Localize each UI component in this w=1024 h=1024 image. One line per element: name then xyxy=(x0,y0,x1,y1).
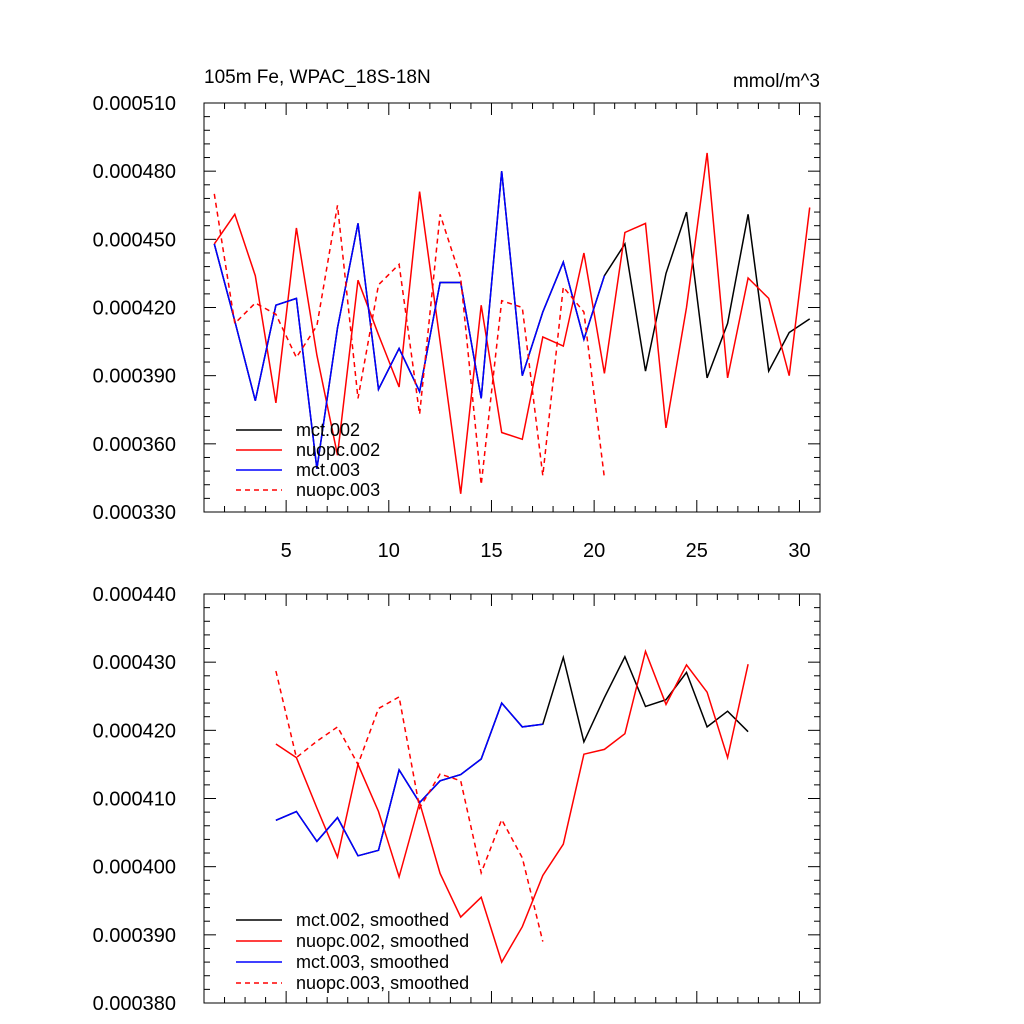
top-legend-label: mct.003 xyxy=(296,460,360,480)
bottom-y-tick-label: 0.000410 xyxy=(93,789,176,811)
top-x-tick-label: 5 xyxy=(281,540,292,562)
top-legend-label: nuopc.003 xyxy=(296,480,380,500)
top-series-line-nuopc-002 xyxy=(213,152,811,494)
top-legend-label: mct.002 xyxy=(296,420,360,440)
top-y-tick-label: 0.000510 xyxy=(93,93,176,115)
bottom-y-tick-label: 0.000430 xyxy=(93,652,176,674)
top-series-line-nuopc-003 xyxy=(213,193,606,485)
top-y-tick-label: 0.000360 xyxy=(93,434,176,456)
top-chart-units: mmol/m^3 xyxy=(733,71,820,92)
bottom-y-tick-label: 0.000440 xyxy=(93,584,176,606)
bottom-legend-label: mct.003, smoothed xyxy=(296,952,449,972)
top-y-tick-label: 0.000420 xyxy=(93,298,176,320)
bottom-series-line-nuopc-002-smoothed xyxy=(275,648,749,964)
top-chart-title: 105m Fe, WPAC_18S-18N xyxy=(204,67,431,88)
top-y-tick-label: 0.000480 xyxy=(93,161,176,183)
top-y-tick-label: 0.000390 xyxy=(93,366,176,388)
bottom-y-tick-label: 0.000380 xyxy=(93,993,176,1015)
bottom-series-line-nuopc-003-smoothed xyxy=(275,670,544,942)
top-y-tick-label: 0.000330 xyxy=(93,502,176,524)
top-x-tick-label: 10 xyxy=(378,540,400,562)
top-y-tick-label: 0.000450 xyxy=(93,229,176,251)
top-panel: 5 10 15 20 25 30 0.000330 0.000360 0.000390 0.000… xyxy=(93,93,821,562)
bottom-series-line-mct-003-smoothed xyxy=(275,701,543,857)
top-x-tick-label: 20 xyxy=(583,540,605,562)
top-x-tick-label: 25 xyxy=(686,540,708,562)
top-series-line-mct-003 xyxy=(213,171,606,469)
bottom-panel: 0.000380 0.000390 0.000400 0.000410 0.000420… xyxy=(93,584,821,1015)
bottom-y-tick-label: 0.000390 xyxy=(93,925,176,947)
bottom-legend-label: nuopc.002, smoothed xyxy=(296,931,469,951)
bottom-legend-label: mct.002, smoothed xyxy=(296,910,449,930)
bottom-y-tick-label: 0.000420 xyxy=(93,720,176,742)
top-legend-label: nuopc.002 xyxy=(296,440,380,460)
bottom-legend-label: nuopc.003, smoothed xyxy=(296,973,469,993)
bottom-y-tick-label: 0.000400 xyxy=(93,857,176,879)
top-x-tick-label: 30 xyxy=(788,540,810,562)
top-x-tick-label: 15 xyxy=(480,540,502,562)
